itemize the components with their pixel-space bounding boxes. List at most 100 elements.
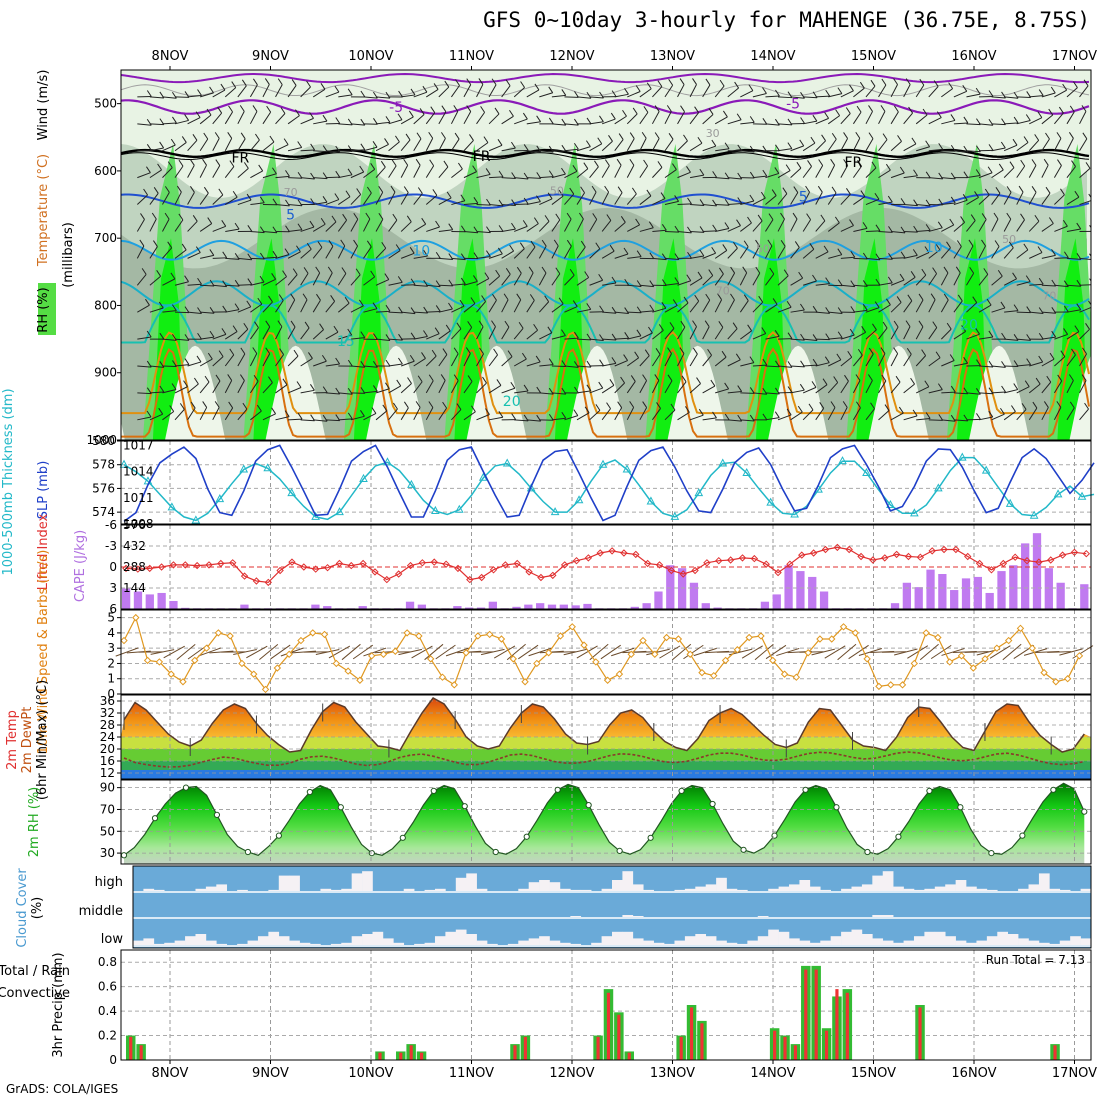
wind-barb: [467, 321, 473, 328]
lifted-index-marker: [1070, 548, 1079, 557]
cloud-bar: [955, 940, 967, 945]
wind-barb: [812, 274, 817, 282]
wind-barb: [1047, 651, 1072, 653]
y-axis-label: 3hr Precip (mm): [51, 952, 66, 1057]
wind-barb: [727, 272, 736, 286]
y-tick-label: 574: [92, 505, 115, 519]
wind-barb: [340, 239, 346, 247]
wind-barb: [1079, 85, 1089, 98]
wind-barb: [284, 410, 290, 417]
wind-barb: [1056, 132, 1062, 139]
wind-barb: [928, 148, 943, 152]
wind-barb: [803, 120, 817, 125]
rh-line: [123, 782, 1085, 856]
lifted-index-marker: [537, 573, 545, 582]
cloud-frame: [132, 865, 1092, 949]
wind-barb: [250, 257, 265, 260]
thickness-marker: [383, 457, 392, 466]
wind-barb: [1041, 138, 1050, 151]
wind-barb: [940, 247, 951, 259]
wind-barb: [341, 643, 361, 661]
wind-barb: [852, 165, 862, 178]
wind-barb: [988, 410, 994, 418]
wind-barb: [425, 138, 434, 151]
wind-barb: [470, 297, 476, 304]
wind-barb: [1079, 284, 1091, 286]
slp-line: [123, 444, 1095, 523]
wind-barb: [654, 374, 660, 381]
date-label-bottom: 12NOV: [549, 1066, 594, 1081]
wind-barb: [516, 266, 522, 274]
wind-barb: [1072, 645, 1094, 659]
wind-barb: [269, 135, 275, 143]
wind-barb: [146, 330, 152, 338]
wind-barb: [403, 158, 409, 166]
y-tick-label: 576: [92, 481, 115, 495]
precip-bar-convective: [679, 1036, 683, 1060]
temp-contour-5: [121, 193, 1090, 209]
wind-barb: [530, 240, 536, 248]
cape-bar: [630, 606, 639, 609]
wind-barb: [413, 336, 428, 340]
wind-barb: [445, 647, 469, 657]
wind-barb: [950, 144, 956, 152]
cloud-bar: [1038, 942, 1050, 945]
wind-barb: [761, 327, 767, 334]
cape-bar: [417, 604, 427, 609]
wind-barb: [246, 300, 252, 308]
wind-barb: [287, 274, 298, 286]
wind-barb: [162, 388, 177, 394]
wind-speed-line: [123, 615, 1080, 691]
wind-barb: [853, 196, 866, 205]
precip-bar-convective: [399, 1052, 403, 1060]
contour-label: 5: [799, 189, 808, 205]
wind-barb: [229, 160, 235, 167]
wind-barb: [459, 299, 465, 307]
wind-barb: [991, 218, 999, 232]
y-tick-label: 50: [100, 824, 115, 838]
wind-barb: [765, 644, 787, 660]
wind-barb: [765, 335, 780, 340]
wind-barb: [1041, 92, 1056, 98]
dewpoint-line: [123, 751, 1085, 768]
wind-barb: [677, 111, 685, 125]
rh-strip-saturated: [454, 238, 485, 440]
wind-barb: [865, 111, 873, 125]
wind-barb: [890, 302, 902, 313]
lifted-index-marker: [608, 547, 616, 555]
wind-barb: [614, 360, 628, 367]
wind-barb: [438, 257, 453, 261]
cloud-bar: [330, 943, 342, 945]
wind-barb: [916, 146, 930, 152]
wind-barb: [558, 297, 564, 305]
wind-barb: [833, 376, 839, 383]
contour-label: 30: [706, 127, 720, 140]
wind-barb: [365, 212, 371, 220]
wind-barb: [632, 107, 638, 115]
wind-barb: [1016, 338, 1031, 341]
wind-barb: [375, 247, 387, 259]
lifted-index-marker: [596, 549, 604, 557]
wind-barb: [350, 149, 365, 152]
wind-barb: [268, 295, 273, 303]
lifted-index-marker: [975, 559, 984, 568]
thickness-marker: [359, 473, 368, 482]
wind-barb: [1076, 222, 1082, 230]
wind-barb: [629, 132, 635, 139]
wind-barb: [425, 165, 435, 178]
wind-barb: [865, 85, 876, 98]
cloud-bar: [945, 936, 956, 945]
wind-barb: [539, 176, 554, 179]
wind-barb: [485, 168, 491, 175]
wind-barb: [622, 109, 627, 117]
rh-dry-dome: [1069, 355, 1091, 440]
wind-barb: [242, 402, 248, 410]
wind-barb: [739, 246, 749, 259]
wind-barb: [1041, 192, 1051, 205]
rh-marker: [709, 800, 716, 808]
wind-speed-marker: [863, 655, 871, 663]
wind-barb: [1048, 217, 1054, 224]
wind-barb: [815, 311, 830, 314]
contour-label: -5: [389, 100, 403, 116]
cloud-bar: [893, 942, 904, 945]
